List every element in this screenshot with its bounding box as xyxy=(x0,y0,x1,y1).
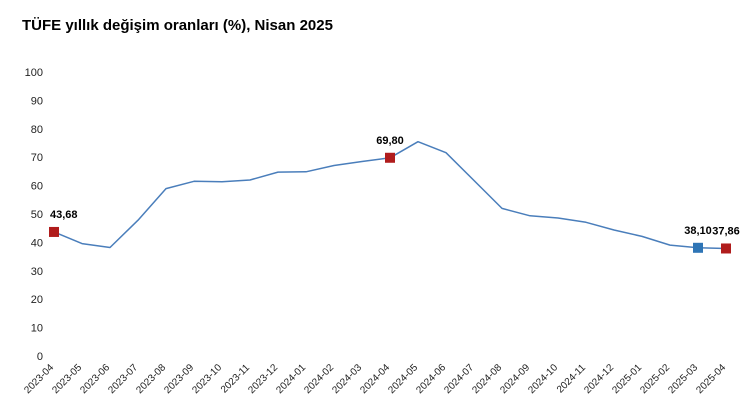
data-label: 69,80 xyxy=(376,135,404,147)
x-tick-label: 2024-06 xyxy=(414,362,448,396)
x-tick-label: 2024-03 xyxy=(330,362,364,396)
data-label: 43,68 xyxy=(50,209,78,221)
x-tick-label: 2025-02 xyxy=(638,362,672,396)
data-point xyxy=(669,244,671,246)
x-tick-label: 2023-10 xyxy=(190,362,224,396)
x-tick-label: 2023-04 xyxy=(22,362,56,396)
data-point xyxy=(165,188,167,190)
x-tick-label: 2025-01 xyxy=(610,362,644,396)
y-tick-label: 80 xyxy=(31,124,43,136)
data-label: 38,10 xyxy=(684,225,712,237)
x-tick-label: 2023-08 xyxy=(134,362,168,396)
data-point xyxy=(585,221,587,223)
chart-title: TÜFE yıllık değişim oranları (%), Nisan … xyxy=(22,17,333,34)
data-point xyxy=(529,215,531,217)
y-tick-label: 20 xyxy=(31,294,43,306)
highlight-marker xyxy=(385,152,395,163)
data-point xyxy=(109,246,111,248)
x-tick-label: 2024-08 xyxy=(470,362,504,396)
data-point xyxy=(417,141,419,143)
x-tick-label: 2023-07 xyxy=(106,362,140,396)
highlight-marker xyxy=(693,242,703,253)
y-tick-label: 30 xyxy=(31,266,43,278)
x-tick-label: 2023-05 xyxy=(50,362,84,396)
x-tick-label: 2024-05 xyxy=(386,362,420,396)
y-tick-label: 100 xyxy=(25,67,43,79)
data-point xyxy=(445,152,447,154)
data-point xyxy=(221,181,223,183)
x-tick-label: 2024-07 xyxy=(442,362,476,396)
x-tick-label: 2025-03 xyxy=(666,362,700,396)
highlight-marker xyxy=(49,226,59,237)
data-point xyxy=(361,160,363,162)
x-tick-label: 2024-12 xyxy=(582,362,616,396)
x-tick-label: 2024-01 xyxy=(274,362,308,396)
data-point xyxy=(249,179,251,181)
x-tick-label: 2024-10 xyxy=(526,362,560,396)
data-point xyxy=(641,235,643,237)
data-point xyxy=(557,217,559,219)
x-tick-label: 2025-04 xyxy=(694,362,728,396)
data-point xyxy=(81,243,83,245)
y-tick-label: 70 xyxy=(31,152,43,164)
x-tick-label: 2024-04 xyxy=(358,362,392,396)
x-tick-label: 2023-09 xyxy=(162,362,196,396)
y-tick-label: 0 xyxy=(37,351,43,363)
data-point xyxy=(333,165,335,167)
y-tick-label: 60 xyxy=(31,181,43,193)
data-point xyxy=(193,180,195,182)
x-tick-label: 2023-12 xyxy=(246,362,280,396)
data-label: 37,86 xyxy=(712,225,740,237)
data-point xyxy=(501,207,503,209)
x-tick-label: 2024-02 xyxy=(302,362,336,396)
data-point xyxy=(613,229,615,231)
x-tick-label: 2024-09 xyxy=(498,362,532,396)
data-point xyxy=(473,180,475,182)
y-tick-label: 50 xyxy=(31,209,43,221)
y-tick-label: 10 xyxy=(31,323,43,335)
y-tick-label: 40 xyxy=(31,237,43,249)
data-point xyxy=(305,171,307,173)
x-tick-label: 2023-06 xyxy=(78,362,112,396)
data-point xyxy=(277,171,279,173)
y-tick-label: 90 xyxy=(31,95,43,107)
highlight-marker xyxy=(721,243,731,254)
data-point xyxy=(137,219,139,221)
